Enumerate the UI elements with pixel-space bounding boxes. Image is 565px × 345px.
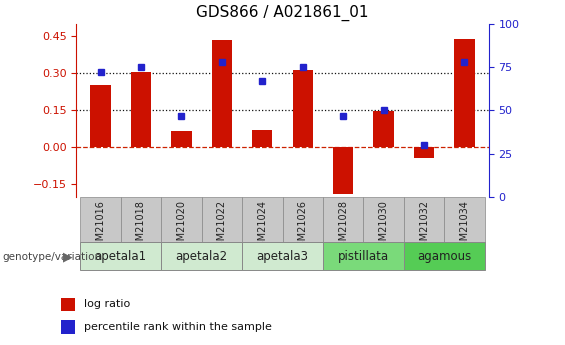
Bar: [121, 197, 161, 241]
Text: log ratio: log ratio: [84, 299, 130, 309]
Bar: [333, 147, 353, 194]
Text: ▶: ▶: [63, 250, 72, 264]
Text: agamous: agamous: [417, 250, 471, 263]
Bar: [373, 111, 394, 147]
Bar: [282, 197, 323, 241]
Bar: [161, 242, 242, 270]
Bar: [414, 147, 434, 158]
Text: GSM21022: GSM21022: [217, 200, 227, 253]
Bar: [444, 197, 485, 241]
Bar: [293, 70, 313, 147]
Text: GSM21016: GSM21016: [95, 200, 106, 253]
Text: GSM21020: GSM21020: [176, 200, 186, 253]
Title: GDS866 / A021861_01: GDS866 / A021861_01: [196, 5, 369, 21]
Text: percentile rank within the sample: percentile rank within the sample: [84, 322, 272, 332]
Bar: [252, 130, 272, 147]
Text: GSM21024: GSM21024: [257, 200, 267, 253]
Text: apetala3: apetala3: [257, 250, 308, 263]
Text: GSM21034: GSM21034: [459, 200, 470, 253]
Text: GSM21032: GSM21032: [419, 200, 429, 253]
Bar: [454, 39, 475, 147]
Text: apetala2: apetala2: [176, 250, 228, 263]
Text: GSM21018: GSM21018: [136, 200, 146, 253]
Bar: [61, 320, 75, 334]
Text: pistillata: pistillata: [338, 250, 389, 263]
Text: GSM21030: GSM21030: [379, 200, 389, 253]
Text: GSM21028: GSM21028: [338, 200, 348, 253]
Bar: [80, 197, 121, 241]
Text: GSM21026: GSM21026: [298, 200, 308, 253]
Bar: [80, 242, 161, 270]
Text: apetala1: apetala1: [95, 250, 147, 263]
Bar: [404, 197, 444, 241]
Bar: [242, 242, 323, 270]
Bar: [212, 40, 232, 147]
Bar: [323, 242, 404, 270]
Bar: [171, 131, 192, 147]
Bar: [61, 298, 75, 311]
Text: genotype/variation: genotype/variation: [3, 252, 102, 262]
Bar: [202, 197, 242, 241]
Bar: [90, 85, 111, 147]
Bar: [404, 242, 485, 270]
Bar: [363, 197, 404, 241]
Bar: [323, 197, 363, 241]
Bar: [242, 197, 282, 241]
Bar: [131, 72, 151, 147]
Bar: [161, 197, 202, 241]
